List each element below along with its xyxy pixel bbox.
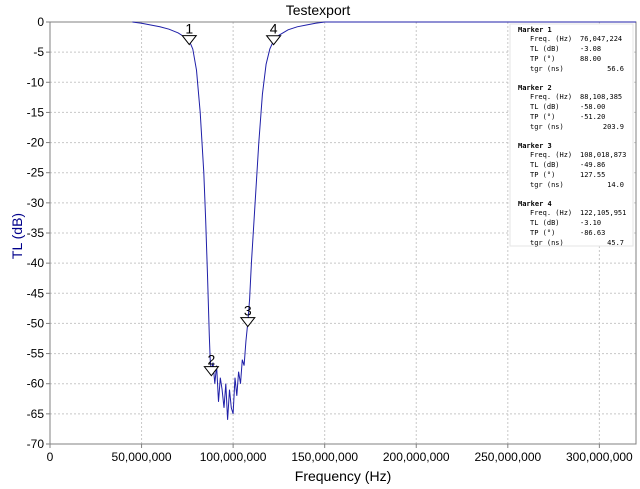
y-axis-label: TL (dB) [9,213,25,259]
y-tick-label: -40 [27,256,45,270]
series-layer [132,21,636,420]
y-tick-label: -5 [33,45,44,59]
axis-ticks: 0 -5 -10 -15 -20 -25 -30 -35 -40 -45 -50 -55 -60 -65 -… [27,15,633,464]
marker-info-key: Freq. (Hz) [530,209,572,217]
marker-label: 2 [207,352,215,368]
marker-triangle [181,35,198,46]
y-tick-label: 0 [37,15,44,29]
chart-title: Testexport [286,2,351,18]
marker-info-key: Freq. (Hz) [530,35,572,43]
series-line [132,21,636,420]
marker-label: 3 [244,303,252,319]
marker-label: 1 [185,21,193,37]
y-tick-label: -25 [27,166,45,180]
y-tick-label: -65 [27,407,45,421]
y-tick-label: -70 [27,437,45,451]
marker-triangle [239,317,256,328]
y-tick-label: -60 [27,377,45,391]
marker-info-value: 14.0 [607,181,624,189]
marker-info-value: 88,108,385 [580,93,622,101]
marker-info-key: TL (dB) [530,45,560,53]
marker-info-value: -49.86 [580,161,605,169]
marker-info-key: tgr (ns) [530,239,564,247]
marker-info-key: TL (dB) [530,103,560,111]
marker-info-key: tgr (ns) [530,181,564,189]
x-axis-label: Frequency (Hz) [295,468,391,484]
marker-info-value: -3.10 [580,219,601,227]
y-tick-label: -20 [27,136,45,150]
x-tick-label: 100,000,000 [200,450,267,464]
y-tick-label: -15 [27,105,45,119]
marker-info-key: tgr (ns) [530,65,564,73]
marker-info-title: Marker 4 [518,200,552,208]
grid [50,22,636,444]
marker-info-key: TP (°) [530,171,555,179]
marker-info-value: 88.00 [580,55,601,63]
marker-info-value: -51.20 [580,113,605,121]
marker-info-title: Marker 3 [518,142,552,150]
marker-info-value: 127.55 [580,171,605,179]
marker-info-key: TL (dB) [530,161,560,169]
x-tick-label: 50,000,000 [112,450,172,464]
marker-info-value: 76,047,224 [580,35,622,43]
y-tick-label: -50 [27,316,45,330]
marker-info-value: 45.7 [607,239,624,247]
x-tick-label: 200,000,000 [383,450,450,464]
marker-info-value: -86.63 [580,229,605,237]
marker-info-key: TP (°) [530,229,555,237]
marker-info-value: 56.6 [607,65,624,73]
marker-info-key: TL (dB) [530,219,560,227]
marker-info-key: TP (°) [530,113,555,121]
x-tick-label: 150,000,000 [291,450,358,464]
y-tick-label: -45 [27,286,45,300]
marker-info-value: 122,105,951 [580,209,626,217]
marker-triangle [203,366,220,377]
marker-info-key: TP (°) [530,55,555,63]
markers-layer: 1 2 3 4 [181,21,282,377]
x-tick-label: 250,000,000 [474,450,541,464]
marker-triangle [265,35,282,46]
x-tick-label: 300,000,000 [566,450,633,464]
marker-info-value: -58.00 [580,103,605,111]
marker-info-key: Freq. (Hz) [530,151,572,159]
marker-info-panel [509,23,634,247]
marker-info-value: 203.9 [603,123,624,131]
y-tick-label: -55 [27,347,45,361]
marker-info-key: tgr (ns) [530,123,564,131]
x-tick-label: 0 [47,450,54,464]
marker-info-value: -3.08 [580,45,601,53]
marker-label: 4 [270,21,278,37]
y-tick-label: -35 [27,226,45,240]
marker-info-title: Marker 2 [518,84,552,92]
y-tick-label: -10 [27,75,45,89]
y-tick-label: -30 [27,196,45,210]
marker-info-key: Freq. (Hz) [530,93,572,101]
marker-info-title: Marker 1 [518,26,552,34]
marker-info-value: 108,018,873 [580,151,626,159]
